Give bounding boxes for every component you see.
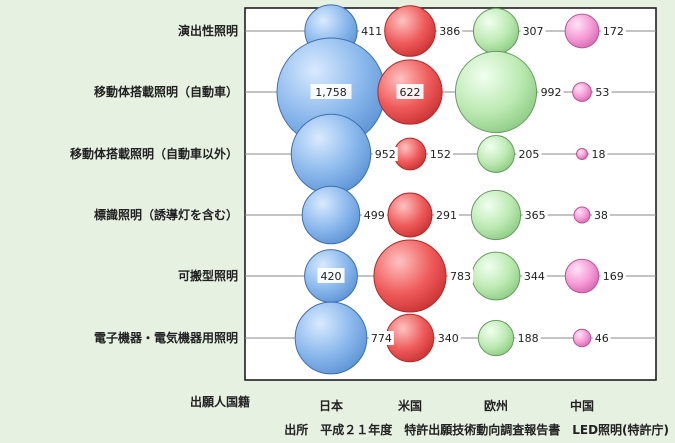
value-label-bg [433, 208, 459, 222]
value-label-bg [448, 269, 474, 283]
bubble [387, 192, 433, 238]
value-label: 205 [518, 148, 539, 161]
value-label-bg [396, 84, 424, 99]
bubble [564, 258, 600, 294]
value-label-bg [359, 24, 385, 38]
column-label: 欧州 [484, 398, 508, 413]
value-label: 411 [361, 25, 382, 38]
value-label-bg [520, 24, 546, 38]
value-label-bg [372, 147, 398, 161]
axis-title: 出願人国籍 [190, 394, 250, 409]
column-label: 米国 [398, 398, 422, 413]
value-label: 622 [400, 86, 421, 99]
bubble [572, 328, 592, 348]
value-label: 499 [364, 209, 385, 222]
bubble [294, 301, 368, 375]
value-label: 344 [524, 270, 545, 283]
bubble [470, 189, 522, 241]
bubble [472, 7, 520, 55]
value-label: 46 [595, 332, 609, 345]
value-label-bg [427, 147, 453, 161]
value-label: 307 [523, 25, 544, 38]
bubble [477, 135, 515, 173]
source-note: 出所 平成２１年度 特許出願技術動向調査報告書 LED照明(特許庁) [284, 423, 669, 437]
value-label: 152 [430, 148, 451, 161]
bubble [573, 206, 591, 224]
value-label-bg [592, 331, 611, 345]
bubble [477, 319, 515, 357]
value-label-bg [516, 147, 542, 161]
bubble [454, 50, 538, 134]
row-label: 演出性照明 [178, 23, 238, 38]
value-label-bg [538, 85, 564, 99]
value-label-bg [515, 331, 541, 345]
row-label: 移動体搭載照明（自動車以外） [70, 146, 238, 161]
row-label: 可搬型照明 [178, 268, 238, 283]
value-label: 169 [603, 270, 624, 283]
value-label: 340 [438, 332, 459, 345]
bubble [384, 5, 436, 57]
bubble [471, 251, 521, 301]
value-label-bg [521, 269, 547, 283]
bubble [572, 82, 592, 102]
value-label-bg [522, 208, 548, 222]
value-label: 952 [375, 148, 396, 161]
value-label: 291 [436, 209, 457, 222]
column-label: 中国 [570, 398, 594, 413]
value-label: 386 [439, 25, 460, 38]
value-label-bg [600, 269, 626, 283]
bubble [290, 113, 372, 195]
bubble [564, 13, 600, 49]
value-label-bg [435, 331, 461, 345]
bubble [576, 148, 588, 160]
row-label: 標識照明（誘導灯を含む） [94, 207, 238, 222]
value-label-bg [437, 24, 463, 38]
bubble [373, 239, 447, 313]
value-label-bg [591, 208, 610, 222]
bubble [393, 137, 427, 171]
row-label: 移動体搭載照明（自動車） [94, 84, 238, 99]
value-label-bg [589, 147, 608, 161]
value-label-bg [310, 84, 352, 99]
column-labels: 日本 米国 欧州 中国 [319, 398, 594, 413]
column-label: 日本 [319, 398, 343, 413]
value-label: 774 [371, 332, 392, 345]
value-label: 992 [541, 86, 562, 99]
value-label-bg [368, 331, 394, 345]
value-label-bg [600, 24, 626, 38]
value-label: 38 [594, 209, 608, 222]
bubble [301, 185, 361, 245]
value-label: 420 [321, 270, 342, 283]
value-label: 365 [525, 209, 546, 222]
row-label: 電子機器・電気機器用照明 [94, 330, 238, 345]
value-label: 53 [595, 86, 609, 99]
value-label: 18 [591, 148, 605, 161]
value-label: 783 [450, 270, 471, 283]
value-label: 1,758 [315, 86, 347, 99]
value-label-bg [593, 85, 612, 99]
value-label: 188 [518, 332, 539, 345]
value-label-bg [361, 208, 387, 222]
bubbles: 411 386 307 172 1,758 622 992 53 952 152 205 18 499 2… [276, 4, 626, 375]
value-label-bg [317, 268, 345, 283]
value-label: 172 [603, 25, 624, 38]
